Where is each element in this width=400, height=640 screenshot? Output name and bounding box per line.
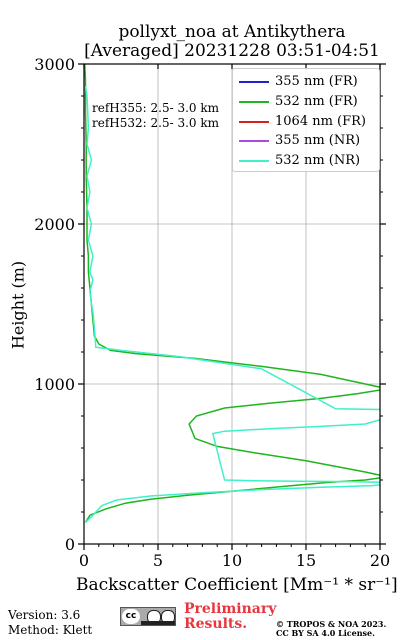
x-tick-label: 15 [296, 551, 316, 570]
legend-label: 532 nm (NR) [275, 153, 361, 169]
legend-item: 532 nm (FR) [233, 92, 381, 110]
copyright-line2: CC BY SA 4.0 License. [276, 628, 375, 638]
cc-logo-text: cc [122, 609, 140, 624]
chart-title-line2: [Averaged] 20231228 03:51-04:51 [84, 41, 380, 61]
preliminary-notice: Preliminary Results. [184, 602, 276, 632]
x-tick-label: 20 [370, 551, 390, 570]
legend-item: 1064 nm (FR) [233, 112, 381, 130]
x-tick-label: 10 [222, 551, 242, 570]
prelim-line1: Preliminary [184, 601, 277, 617]
legend-swatch [239, 120, 269, 123]
legend-item: 355 nm (FR) [233, 72, 381, 90]
prelim-line2: Results. [184, 616, 248, 632]
legend-label: 355 nm (NR) [275, 133, 361, 149]
x-tick-label: 5 [153, 551, 163, 570]
ref-height-355: refH355: 2.5- 3.0 km [92, 101, 220, 115]
x-tick-label: 0 [79, 551, 89, 570]
legend-swatch [239, 81, 269, 83]
legend-swatch [239, 160, 269, 163]
chart-title-line1: pollyxt_noa at Antikythera [118, 22, 346, 42]
y-tick-label: 0 [65, 535, 75, 554]
copyright-notice: © TROPOS & NOA 2023. CC BY SA 4.0 Licens… [276, 620, 386, 638]
y-tick-label: 3000 [34, 55, 75, 74]
y-tick-label: 1000 [34, 375, 75, 394]
legend-swatch [239, 100, 269, 103]
series-line-4 [84, 86, 380, 523]
legend-label: 355 nm (FR) [275, 74, 358, 89]
legend-swatch [239, 140, 269, 143]
legend-label: 532 nm (FR) [275, 93, 358, 109]
version-text: Version: 3.6 [8, 608, 81, 622]
y-tick-label: 2000 [34, 215, 75, 234]
legend-item: 355 nm (NR) [233, 131, 381, 149]
series-line-1 [84, 64, 380, 523]
y-axis-label: Height (m) [8, 260, 28, 350]
ref-height-532: refH532: 2.5- 3.0 km [92, 116, 220, 130]
x-axis-label: Backscatter Coefficient [Mm⁻¹ * sr⁻¹] [76, 575, 398, 595]
legend-item: 532 nm (NR) [233, 151, 381, 169]
copyright-line1: © TROPOS & NOA 2023. [276, 619, 387, 629]
legend-label: 1064 nm (FR) [275, 113, 366, 129]
legend: 355 nm (FR) 532 nm (FR) 1064 nm (FR) 355 nm… [232, 68, 380, 172]
cc-by-sa-icon: cc [120, 607, 176, 626]
method-text: Method: Klett [8, 623, 93, 637]
